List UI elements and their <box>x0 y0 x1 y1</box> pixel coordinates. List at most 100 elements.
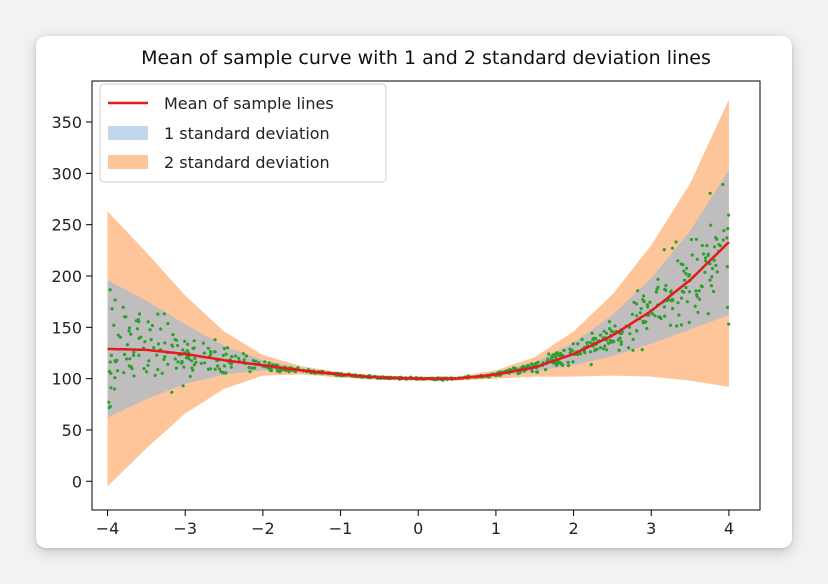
sample-point <box>602 329 606 333</box>
sample-point <box>162 312 166 316</box>
sample-point <box>708 278 712 282</box>
sample-point <box>662 248 666 252</box>
sample-point <box>230 354 234 359</box>
sample-point <box>585 341 589 345</box>
sample-point <box>201 341 205 345</box>
sample-point <box>694 289 698 293</box>
sample-point <box>147 359 151 363</box>
sample-point <box>222 364 226 368</box>
sample-point <box>166 322 170 326</box>
sample-point <box>617 348 621 352</box>
sample-point <box>727 213 731 217</box>
sample-point <box>645 326 649 331</box>
sample-point <box>640 348 644 352</box>
legend-box <box>99 83 387 183</box>
sample-point <box>698 297 702 301</box>
sample-point <box>598 333 603 337</box>
sample-point <box>110 307 114 311</box>
sample-point <box>693 304 697 308</box>
sample-point <box>206 367 210 371</box>
sample-point <box>224 352 228 356</box>
sample-point <box>183 339 187 343</box>
sample-point <box>109 386 113 390</box>
sample-point <box>176 343 180 348</box>
sample-point <box>191 368 195 372</box>
sample-point <box>594 337 598 341</box>
sample-point <box>653 314 657 318</box>
sample-point <box>687 274 691 278</box>
sample-point <box>560 362 564 366</box>
sample-point <box>641 319 645 323</box>
sample-point <box>296 366 300 370</box>
sample-point <box>146 320 150 324</box>
sample-point <box>687 290 692 294</box>
sample-point <box>142 367 146 371</box>
sample-point <box>107 369 111 373</box>
legend-label: 2 standard deviation <box>164 153 330 172</box>
sample-point <box>687 320 691 325</box>
sample-point <box>269 368 273 372</box>
legend: Mean of sample lines 1 standard deviation… <box>99 83 387 183</box>
sample-point <box>684 272 688 276</box>
sample-point <box>242 358 246 362</box>
sample-point <box>588 340 592 345</box>
sample-point <box>712 289 716 294</box>
sample-point <box>132 350 136 354</box>
sample-point <box>682 269 686 273</box>
sample-point <box>656 285 660 289</box>
legend-swatch-band <box>108 155 148 169</box>
sample-point <box>129 332 133 336</box>
sample-point <box>571 342 575 346</box>
sample-point <box>571 360 575 364</box>
x-tick-label: −1 <box>329 519 353 538</box>
sample-point <box>156 342 161 346</box>
sample-point <box>225 346 230 350</box>
sample-point <box>229 365 233 369</box>
sample-point <box>588 350 593 354</box>
x-tick-label: −2 <box>251 519 275 538</box>
sample-point <box>199 361 203 365</box>
sample-point <box>115 358 119 362</box>
sample-point <box>132 353 136 357</box>
sample-point <box>632 300 636 304</box>
sample-point <box>109 353 113 357</box>
sample-point <box>680 289 684 293</box>
sample-point <box>701 252 706 256</box>
sample-point <box>534 361 538 366</box>
sample-point <box>631 348 635 352</box>
sample-point <box>685 300 689 304</box>
y-tick-label: 100 <box>51 370 82 389</box>
sample-point <box>206 346 210 350</box>
sample-point <box>562 348 566 352</box>
chart-card: Mean of sample curve with 1 and 2 standa… <box>36 36 792 548</box>
sample-point <box>180 360 184 364</box>
sample-point <box>188 374 192 379</box>
sample-point <box>703 256 708 260</box>
sample-point <box>715 270 719 274</box>
sample-point <box>664 283 668 288</box>
sample-point <box>536 370 540 374</box>
sample-point <box>107 400 111 404</box>
sample-point <box>122 371 126 375</box>
sample-point <box>576 342 580 346</box>
sample-point <box>146 363 150 367</box>
sample-point <box>547 352 551 356</box>
sample-point <box>555 351 559 355</box>
sample-point <box>116 369 120 373</box>
legend-label: 1 standard deviation <box>164 124 330 143</box>
sample-point <box>638 311 642 315</box>
sample-point <box>123 315 127 319</box>
sample-point <box>619 331 624 336</box>
sample-point <box>247 365 251 370</box>
sample-point <box>193 356 197 360</box>
y-tick-label: 250 <box>51 216 82 235</box>
sample-point <box>669 289 673 293</box>
sample-point <box>555 363 559 367</box>
sample-point <box>521 364 525 368</box>
sample-point <box>150 323 154 328</box>
x-tick-label: 1 <box>491 519 501 538</box>
sample-point <box>593 349 597 353</box>
sample-point <box>618 336 622 340</box>
sample-point <box>650 312 655 316</box>
sample-point <box>216 364 220 368</box>
